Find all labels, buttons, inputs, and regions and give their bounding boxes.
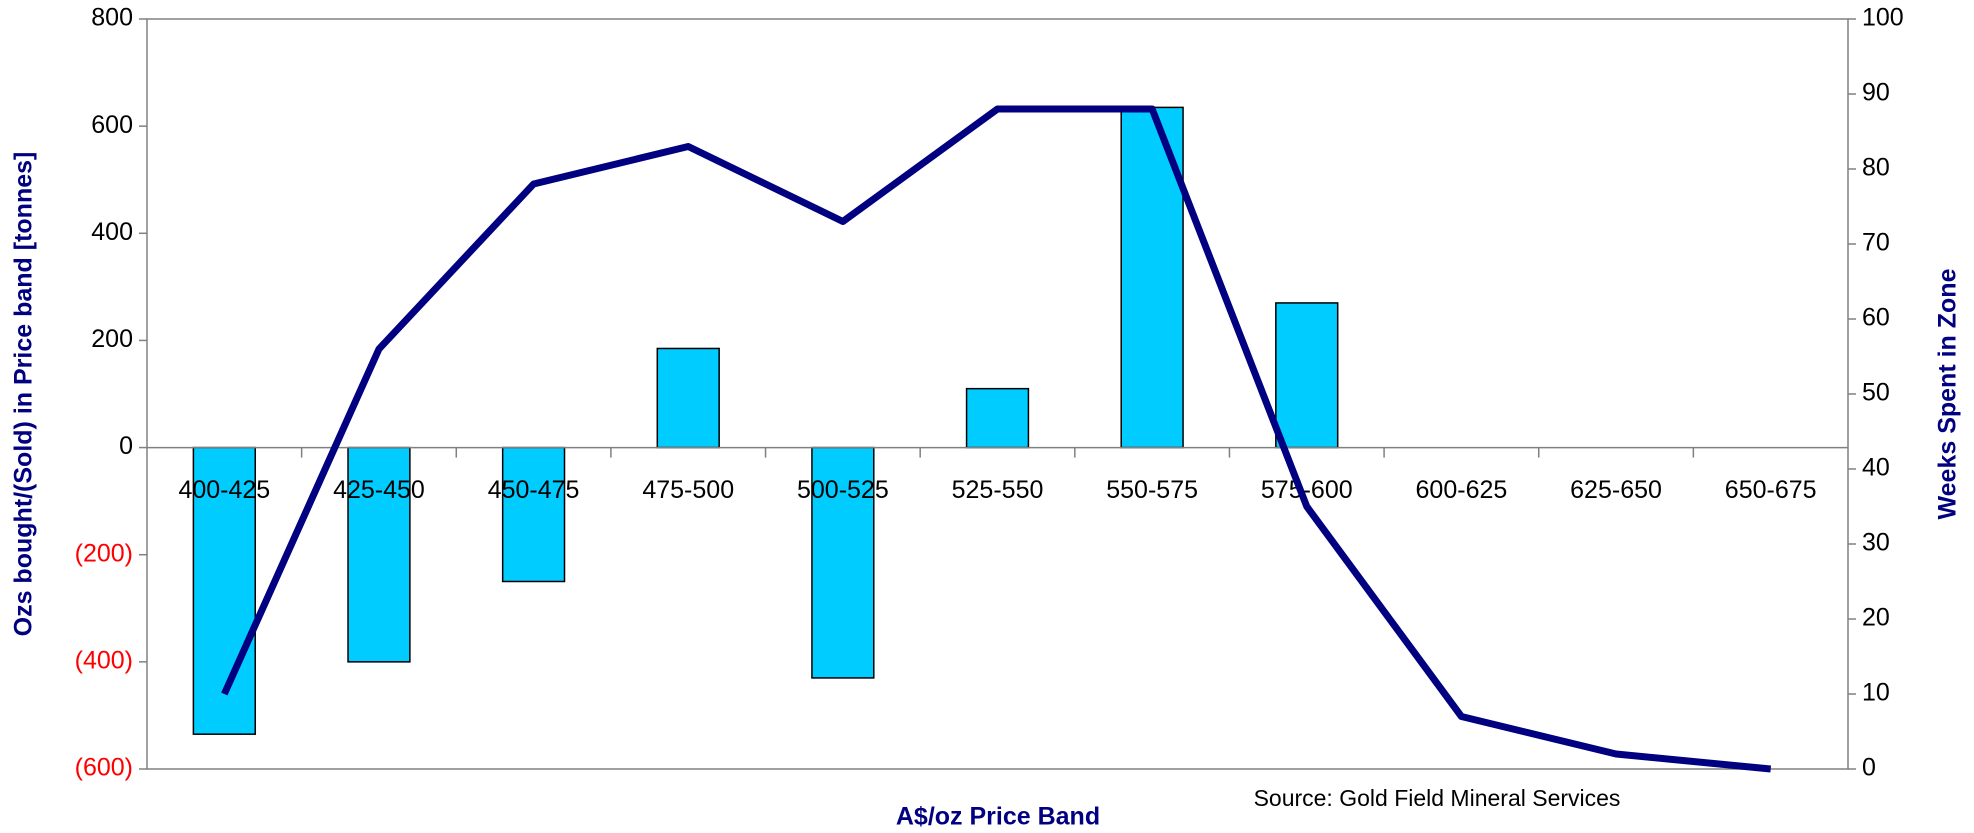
y2-tick-label: 80 bbox=[1862, 154, 1890, 182]
bar bbox=[965, 387, 1030, 449]
y-tick-label: 800 bbox=[91, 4, 133, 32]
x-tick-label: 625-650 bbox=[1570, 476, 1662, 504]
y2-tick-label: 50 bbox=[1862, 379, 1890, 407]
x-tick-label: 425-450 bbox=[333, 476, 425, 504]
y2-tick-label: 30 bbox=[1862, 529, 1890, 557]
x-tick-label: 475-500 bbox=[642, 476, 734, 504]
y2-tick-label: 70 bbox=[1862, 229, 1890, 257]
x-axis-title: A$/oz Price Band bbox=[896, 803, 1100, 831]
bar bbox=[1275, 302, 1339, 449]
x-tick-label: 500-525 bbox=[797, 476, 889, 504]
y2-tick-label: 40 bbox=[1862, 454, 1890, 482]
x-tick-label: 450-475 bbox=[488, 476, 580, 504]
y2-tick-label: 90 bbox=[1862, 79, 1890, 107]
bar bbox=[347, 446, 411, 663]
x-tick-label: 600-625 bbox=[1416, 476, 1508, 504]
y-tick-label: 600 bbox=[91, 111, 133, 139]
y-axis-title: Ozs bought/(Sold) in Price band [tonnes] bbox=[10, 152, 38, 637]
bar bbox=[811, 446, 875, 679]
y-tick-label: 0 bbox=[119, 432, 133, 460]
y-tick-label: (200) bbox=[75, 539, 133, 567]
y-tick-label: (400) bbox=[75, 646, 133, 674]
x-tick-label: 650-675 bbox=[1725, 476, 1817, 504]
bar bbox=[656, 347, 720, 449]
y-tick-label: 400 bbox=[91, 218, 133, 246]
y2-axis-title: Weeks Spent in Zone bbox=[1934, 268, 1962, 519]
y-tick-label: (600) bbox=[75, 754, 133, 782]
x-tick-label: 525-550 bbox=[952, 476, 1044, 504]
y2-tick-label: 20 bbox=[1862, 604, 1890, 632]
y2-tick-label: 100 bbox=[1862, 4, 1904, 32]
y2-tick-label: 60 bbox=[1862, 304, 1890, 332]
y2-tick-label: 0 bbox=[1862, 754, 1876, 782]
y-tick-label: 200 bbox=[91, 325, 133, 353]
bar bbox=[501, 446, 566, 583]
y2-tick-label: 10 bbox=[1862, 679, 1890, 707]
bar bbox=[192, 446, 256, 735]
x-tick-label: 550-575 bbox=[1106, 476, 1198, 504]
x-tick-label: 400-425 bbox=[178, 476, 270, 504]
source-note: Source: Gold Field Mineral Services bbox=[1254, 785, 1621, 811]
line-series bbox=[221, 105, 1772, 773]
